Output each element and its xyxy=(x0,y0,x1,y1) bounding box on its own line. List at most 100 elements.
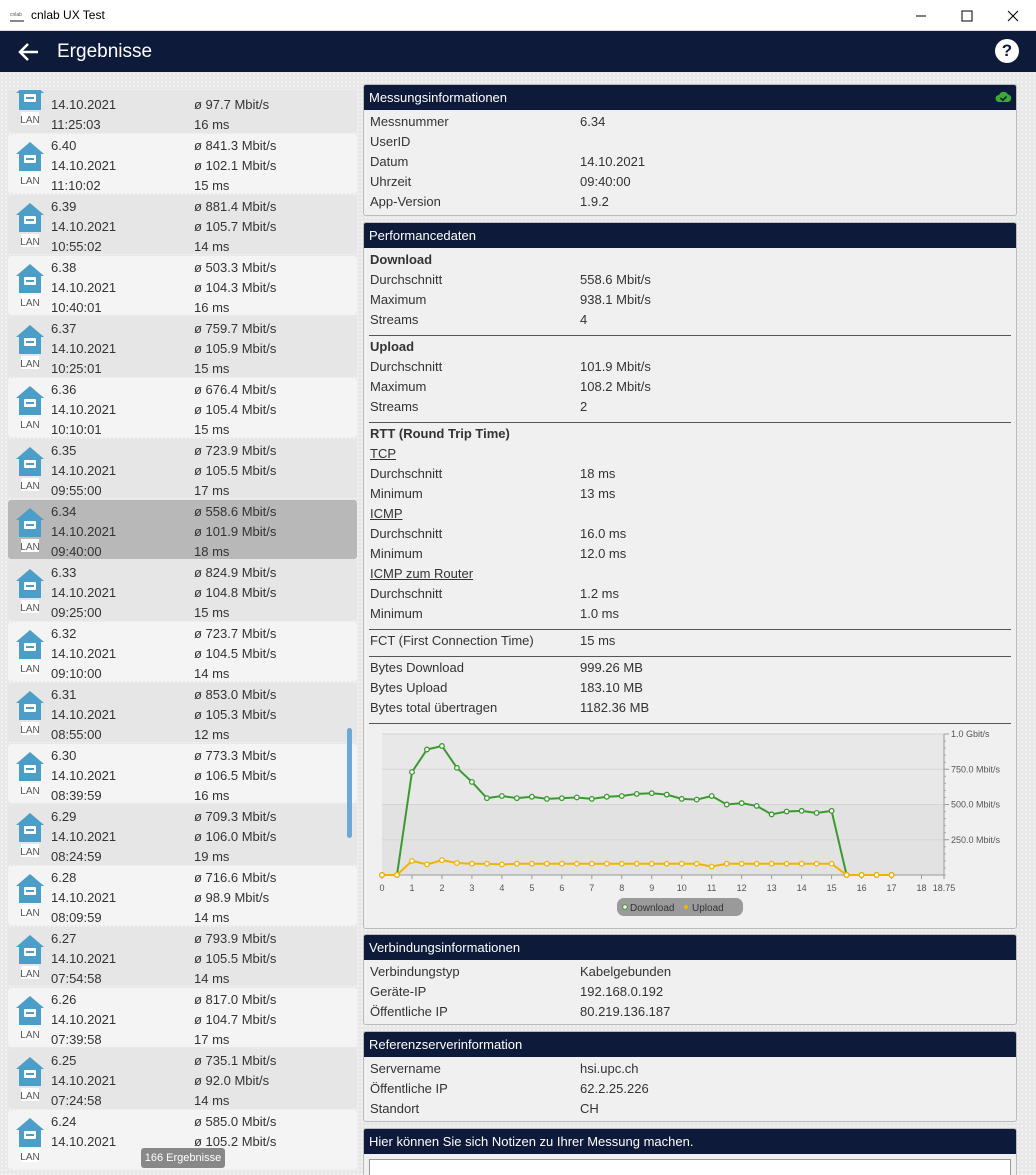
data-point-download xyxy=(753,802,760,809)
result-list-item[interactable]: LAN 6.36 14.10.2021 10:10:01 ø 676.4 Mbit/s ø… xyxy=(8,378,357,437)
measurement-info-title: Messungsinformationen xyxy=(369,90,508,105)
result-id: 6.32 xyxy=(51,626,77,641)
info-value: 938.1 Mbit/s xyxy=(580,292,651,307)
result-ping: 14 ms xyxy=(194,1093,230,1108)
fct-value: 15 ms xyxy=(580,633,616,648)
data-point-upload xyxy=(379,872,385,878)
result-download: ø 669.3 Mbit/s xyxy=(194,90,276,92)
performance-panel: Performancedaten Download Durchschnitt 55… xyxy=(363,222,1017,929)
result-list-item[interactable]: LAN 6.31 14.10.2021 08:55:00 ø 853.0 Mbit/s ø… xyxy=(8,683,357,742)
info-label: Standort xyxy=(370,1101,420,1116)
fct-label: FCT (First Connection Time) xyxy=(370,633,534,648)
result-list-item[interactable]: LAN 6.41 14.10.2021 11:25:03 ø 669.3 Mbit/s ø… xyxy=(8,90,357,132)
list-scrollbar[interactable] xyxy=(347,728,352,838)
result-list-item[interactable]: LAN 6.39 14.10.2021 10:55:02 ø 881.4 Mbit/s ø… xyxy=(8,195,357,254)
result-list-item[interactable]: LAN 6.38 14.10.2021 10:40:01 ø 503.3 Mbit/s ø… xyxy=(8,256,357,315)
svg-text:LAN: LAN xyxy=(20,481,39,492)
info-value: 1182.36 MB xyxy=(580,700,650,715)
back-button[interactable] xyxy=(16,39,42,65)
data-point-download xyxy=(588,795,595,802)
svg-text:LAN: LAN xyxy=(20,1091,39,1102)
info-value: 108.2 Mbit/s xyxy=(580,379,651,394)
data-point-upload xyxy=(753,860,760,867)
svg-text:LAN: LAN xyxy=(20,1030,39,1041)
result-upload: ø 105.5 Mbit/s xyxy=(194,463,277,478)
connection-info-body: Verbindungstyp Kabelgebunden Geräte-IP 192.… xyxy=(364,960,1016,1022)
data-point-download xyxy=(543,795,550,802)
info-value: 999.26 MB xyxy=(580,660,643,675)
lan-house-icon: LAN xyxy=(15,934,45,980)
help-button[interactable]: ? xyxy=(995,39,1019,63)
data-point-download xyxy=(603,793,610,800)
result-list-item[interactable]: LAN 6.37 14.10.2021 10:25:01 ø 759.7 Mbit/s ø… xyxy=(8,317,357,376)
result-upload: ø 105.3 Mbit/s xyxy=(194,707,277,722)
result-date: 14.10.2021 xyxy=(51,585,117,600)
info-row: Durchschnitt 101.9 Mbit/s xyxy=(369,357,1011,377)
info-label: Öffentliche IP xyxy=(370,1081,448,1096)
result-time: 08:55:00 xyxy=(51,727,102,742)
result-list-item[interactable]: LAN 6.33 14.10.2021 09:25:00 ø 824.9 Mbit/s ø… xyxy=(8,561,357,620)
result-upload: ø 102.1 Mbit/s xyxy=(194,158,277,173)
notes-input[interactable] xyxy=(369,1159,1011,1175)
data-point-download xyxy=(678,795,685,802)
minimize-button[interactable] xyxy=(898,0,944,31)
info-label: Durchschnitt xyxy=(370,526,443,541)
cloud-check-icon xyxy=(995,91,1012,102)
result-date: 14.10.2021 xyxy=(51,97,117,112)
result-list-item[interactable]: LAN 6.26 14.10.2021 07:39:58 ø 817.0 Mbit/s ø… xyxy=(8,988,357,1047)
result-list-item[interactable]: LAN 6.25 14.10.2021 07:24:58 ø 735.1 Mbit/s ø… xyxy=(8,1049,357,1108)
close-button[interactable] xyxy=(990,0,1036,31)
result-ping: 15 ms xyxy=(194,178,230,193)
maximize-icon xyxy=(961,10,973,21)
panel-header: Hier können Sie sich Notizen zu Ihrer Me… xyxy=(364,1129,1016,1154)
info-label: App-Version xyxy=(370,194,441,209)
data-point-upload xyxy=(708,863,715,870)
data-point-upload xyxy=(828,860,835,867)
result-upload: ø 104.8 Mbit/s xyxy=(194,585,277,600)
result-list-item[interactable]: LAN 6.28 14.10.2021 08:09:59 ø 716.6 Mbit/s ø… xyxy=(8,866,357,925)
info-label: Geräte-IP xyxy=(370,984,427,999)
data-point-upload xyxy=(498,861,505,868)
maximize-button[interactable] xyxy=(944,0,990,31)
svg-text:LAN: LAN xyxy=(20,237,39,248)
info-row: Streams 2 xyxy=(369,397,1011,417)
result-list-item[interactable]: LAN 6.27 14.10.2021 07:54:58 ø 793.9 Mbit/s ø… xyxy=(8,927,357,986)
throughput-chart: 1.0 Gbit/s 750.0 Mbit/s 500.0 Mbit/s 250.0 … xyxy=(369,728,1013,918)
info-label: Uhrzeit xyxy=(370,174,412,189)
x-tick-label: 18 xyxy=(917,883,927,893)
data-point-upload xyxy=(603,860,610,867)
data-point-download xyxy=(498,793,505,799)
result-list-item[interactable]: LAN 6.32 14.10.2021 09:10:00 ø 723.7 Mbit/s ø… xyxy=(8,622,357,681)
result-upload: ø 98.9 Mbit/s xyxy=(194,890,270,905)
result-id: 6.36 xyxy=(51,382,77,397)
result-date: 14.10.2021 xyxy=(51,463,117,478)
data-point-download xyxy=(633,790,640,797)
result-ping: 17 ms xyxy=(194,1032,230,1047)
result-list-item[interactable]: LAN 6.35 14.10.2021 09:55:00 ø 723.9 Mbit/s ø… xyxy=(8,439,357,498)
result-date: 14.10.2021 xyxy=(51,341,117,356)
result-ping: 14 ms xyxy=(194,910,230,925)
data-point-upload xyxy=(693,860,700,867)
svg-text:LAN: LAN xyxy=(20,664,39,675)
info-label: Streams xyxy=(370,312,419,327)
minimize-icon xyxy=(916,15,926,16)
result-list-item[interactable]: LAN 6.30 14.10.2021 08:39:59 ø 773.3 Mbit/s ø… xyxy=(8,744,357,803)
result-upload: ø 92.0 Mbit/s xyxy=(194,1073,270,1088)
result-time: 09:40:00 xyxy=(51,544,102,559)
y-tick-label: 1.0 Gbit/s xyxy=(951,729,990,739)
result-id: 6.28 xyxy=(51,870,77,885)
result-list-item[interactable]: LAN 6.34 14.10.2021 09:40:00 ø 558.6 Mbit/s ø… xyxy=(8,500,357,559)
svg-text:LAN: LAN xyxy=(20,1152,39,1163)
svg-text:LAN: LAN xyxy=(20,115,39,126)
x-tick-label: 18.75 xyxy=(933,883,956,893)
result-id: 6.30 xyxy=(51,748,77,763)
result-time: 08:39:59 xyxy=(51,788,102,803)
result-ping: 19 ms xyxy=(194,849,230,864)
lan-house-icon: LAN xyxy=(15,202,45,248)
result-list-item[interactable]: LAN 6.40 14.10.2021 11:10:02 ø 841.3 Mbit/s ø… xyxy=(8,134,357,193)
result-id: 6.31 xyxy=(51,687,77,702)
x-tick-label: 17 xyxy=(887,883,897,893)
result-time: 10:55:02 xyxy=(51,239,102,254)
legend-marker-download xyxy=(622,904,628,910)
result-list-item[interactable]: LAN 6.29 14.10.2021 08:24:59 ø 709.3 Mbit/s ø… xyxy=(8,805,357,864)
